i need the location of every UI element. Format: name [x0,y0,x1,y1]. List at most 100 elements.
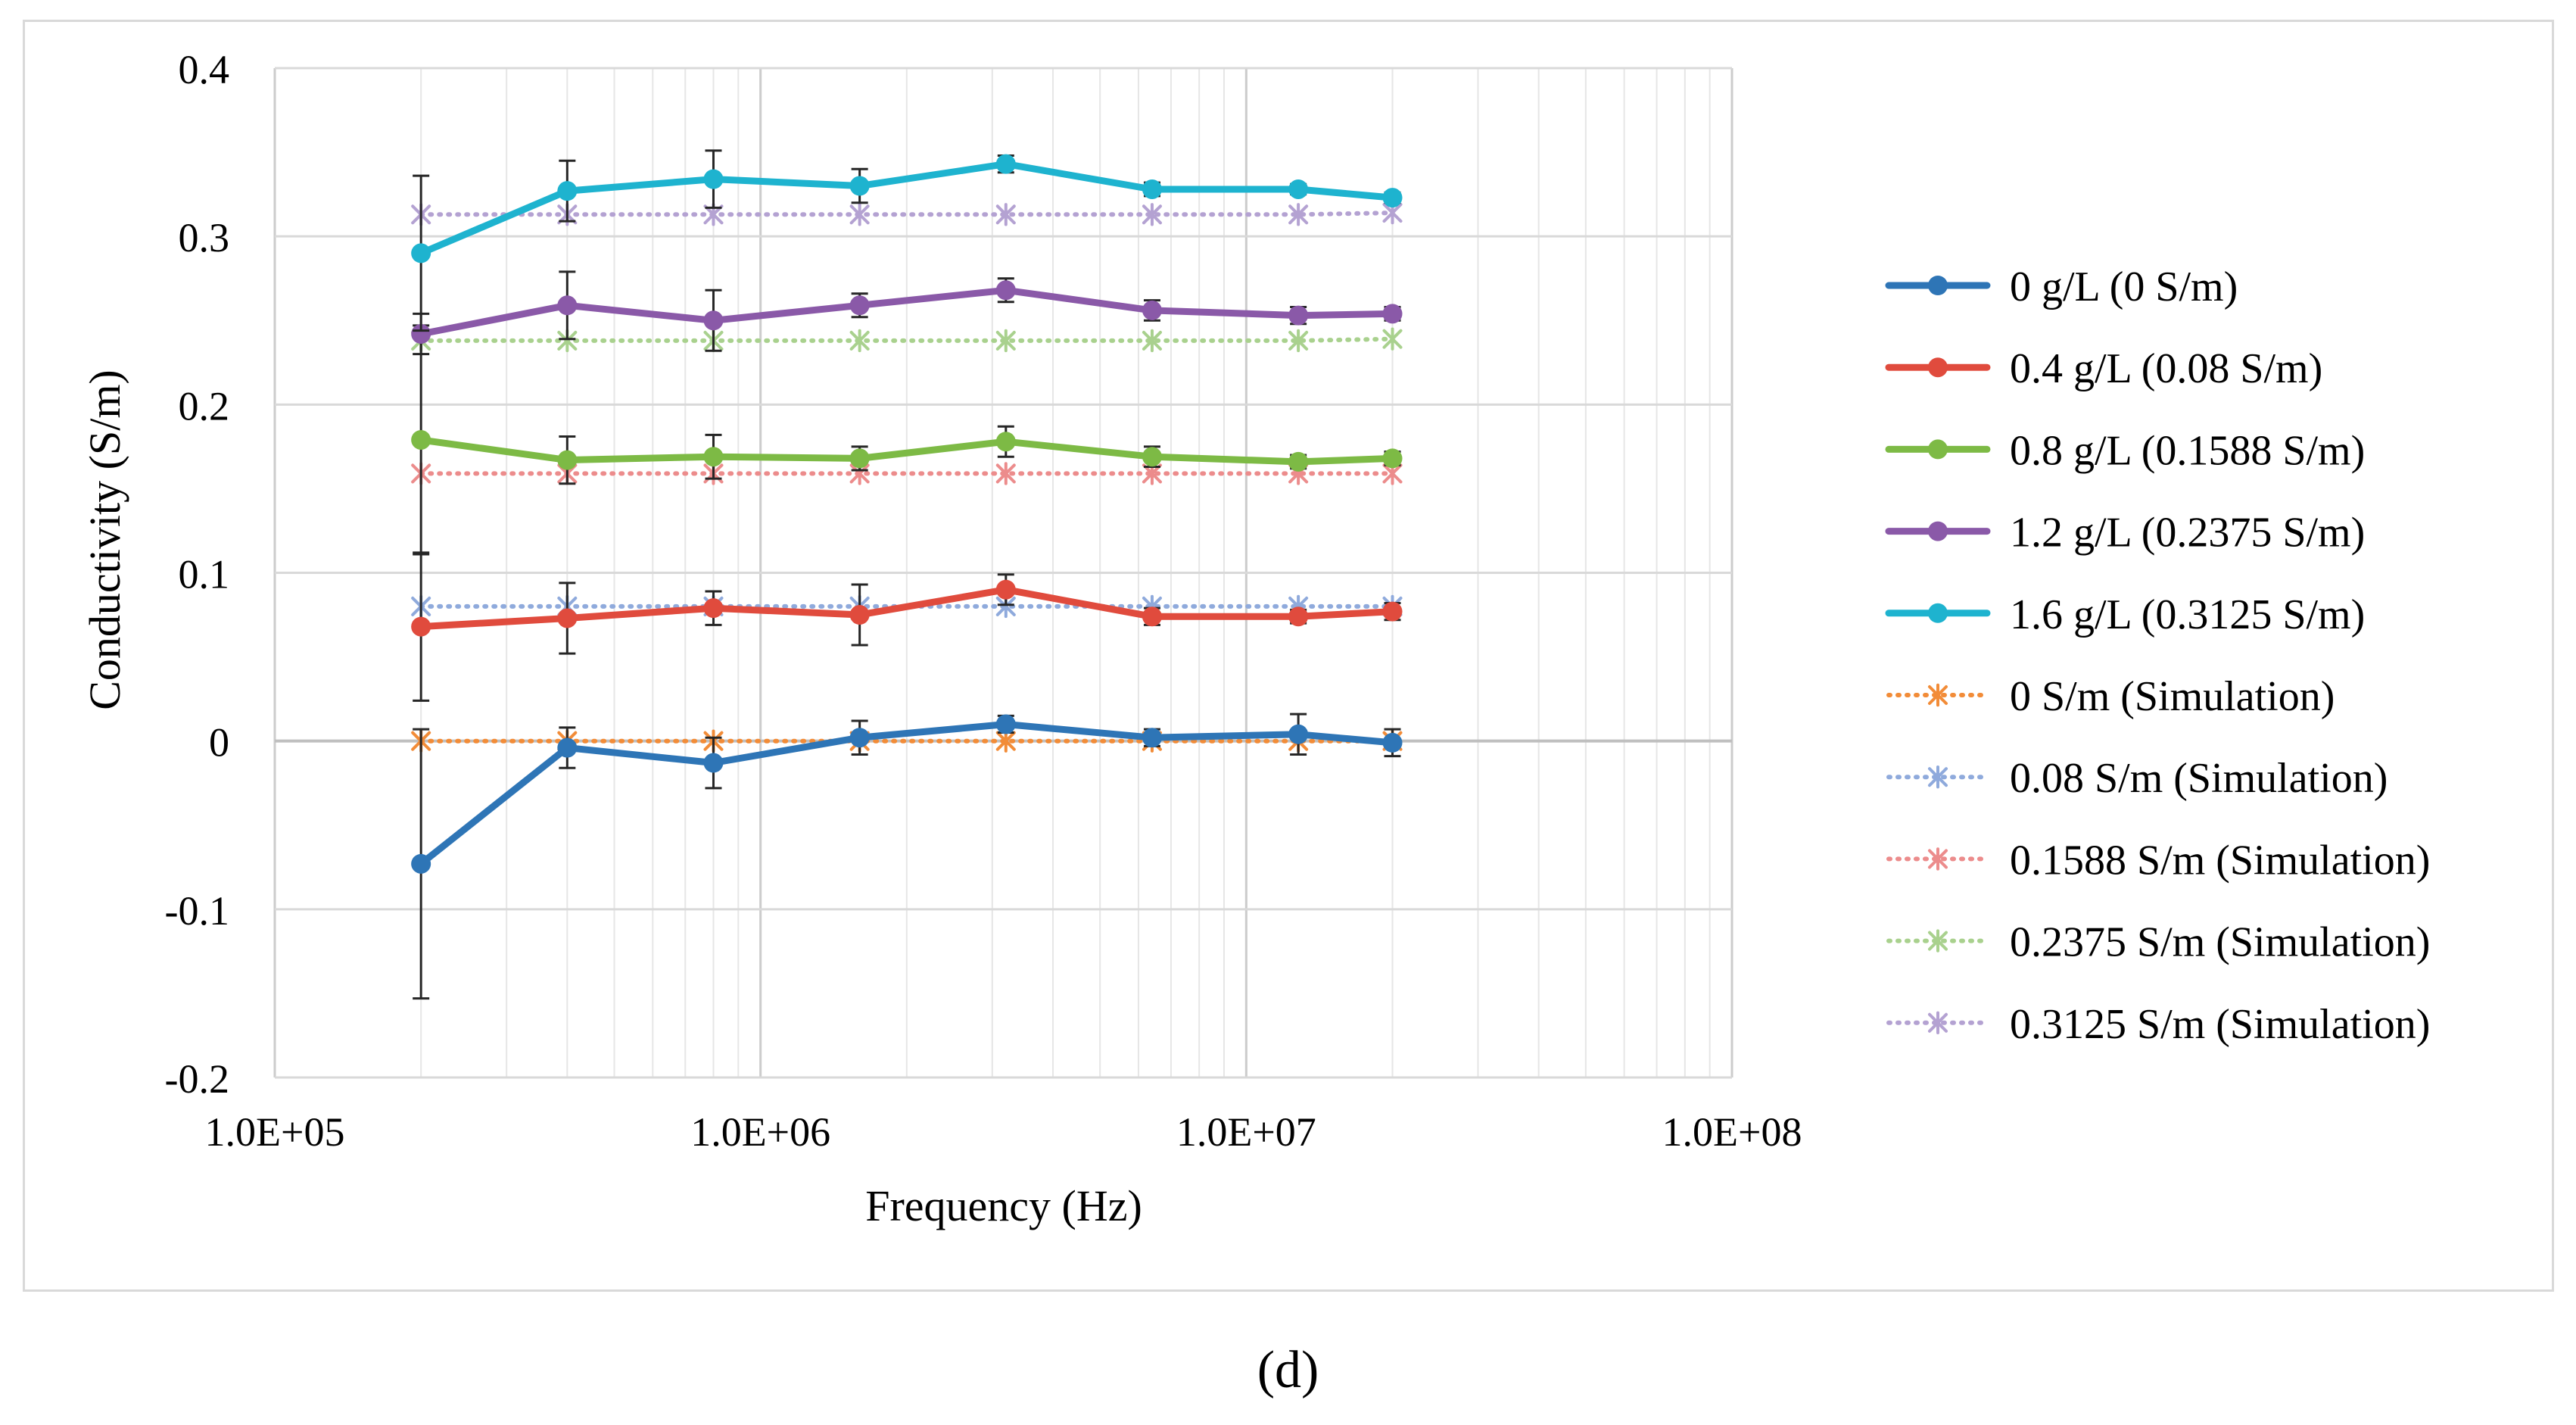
y-tick-label: 0.2 [179,383,230,429]
legend-label: 0.08 S/m (Simulation) [2010,755,2388,802]
legend-item: 0.1588 S/m (Simulation) [1886,837,2430,884]
y-tick-label: -0.2 [165,1056,229,1102]
data-point-marker [849,605,870,625]
data-point-marker [557,608,578,628]
legend-item: 0.3125 S/m (Simulation) [1886,1001,2430,1048]
data-point-marker [1928,929,1948,953]
data-point-marker [703,598,724,619]
data-point-marker [557,450,578,470]
series-line [417,286,1396,338]
data-point-marker [995,579,1016,600]
data-point-marker [1142,728,1162,748]
data-point-marker [1142,203,1162,226]
data-point-marker [1928,1011,1948,1034]
data-point-marker [703,169,724,189]
panel-label: (d) [1257,1341,1319,1399]
data-point-marker [1928,521,1948,541]
legend-label: 0.2375 S/m (Simulation) [2010,919,2430,966]
data-point-marker [1382,327,1403,351]
data-point-marker [995,329,1016,353]
legend-item: 0.8 g/L (0.1588 S/m) [1885,427,2365,474]
data-point-marker [1142,447,1162,467]
axes: Conductivity (S/m) Frequency (Hz) -0.2 -0… [80,47,1802,1230]
data-point-marker [995,280,1016,301]
data-point-marker [1928,603,1948,623]
legend-item: 0 S/m (Simulation) [1886,673,2335,720]
data-point-marker [703,447,724,467]
series-3 [411,270,1403,356]
x-tick-label: 1.0E+06 [690,1109,830,1155]
data-point-marker [1928,766,1948,789]
legend-item: 0 g/L (0 S/m) [1885,263,2238,310]
legend-item: 1.6 g/L (0.3125 S/m) [1885,591,2365,638]
data-point-marker [1382,601,1403,622]
data-point-marker [1928,276,1948,295]
data-point-marker [1288,724,1309,744]
data-point-marker [995,154,1016,174]
data-point-marker [849,203,870,226]
data-point-marker [849,295,870,316]
data-point-marker [995,203,1016,226]
data-point-marker [1288,203,1309,226]
legend-label: 0.1588 S/m (Simulation) [2010,837,2430,884]
y-tick-label: 0.1 [179,552,230,597]
series-2 [411,324,1403,556]
data-point-marker [703,310,724,331]
data-point-marker [1288,179,1309,199]
data-point-marker [1928,357,1948,378]
data-point-marker [411,429,431,450]
data-point-marker [1288,305,1309,326]
y-axis-title: Conductivity (S/m) [80,370,129,710]
data-point-marker [1142,329,1162,353]
data-point-marker [849,176,870,196]
data-point-marker [411,324,431,345]
data-point-marker [995,432,1016,452]
data-point-marker [1382,732,1403,753]
data-point-marker [1142,300,1162,320]
legend-label: 0 S/m (Simulation) [2010,673,2335,720]
series-8 [411,327,1403,353]
legend-item: 0.2375 S/m (Simulation) [1886,919,2430,966]
data-point-marker [557,181,578,201]
series-0 [411,712,1403,1000]
y-tick-label: -0.1 [165,888,229,934]
legend-label: 1.2 g/L (0.2375 S/m) [2010,510,2365,557]
data-point-marker [557,295,578,316]
x-tick-label: 1.0E+05 [205,1109,345,1155]
series-line [419,210,1395,217]
y-tick-label: 0.4 [179,47,230,92]
legend-item: 0.4 g/L (0.08 S/m) [1885,345,2322,392]
legend-label: 1.6 g/L (0.3125 S/m) [2010,591,2365,638]
series-line [419,336,1395,343]
data-point-marker [1288,329,1309,353]
y-tick-label: 0.3 [179,215,230,260]
data-point-marker [1382,304,1403,324]
grid-lines [273,67,1733,1079]
legend-label: 0.4 g/L (0.08 S/m) [2010,345,2322,392]
data-point-marker [1928,683,1948,707]
legend-label: 0.8 g/L (0.1588 S/m) [2010,427,2365,474]
data-point-marker [849,728,870,748]
series-line [417,161,1396,257]
series-4 [411,149,1403,332]
data-point-marker [1288,451,1309,472]
series [411,149,1403,1000]
data-point-marker [411,616,431,637]
legend-label: 0 g/L (0 S/m) [2010,263,2238,310]
data-point-marker [849,448,870,469]
x-tick-label: 1.0E+07 [1176,1109,1316,1155]
chart-frame [23,20,2554,1292]
data-point-marker [703,753,724,773]
data-point-marker [1382,448,1403,469]
series-line [417,586,1396,631]
legend: 0 g/L (0 S/m) 0.4 g/L (0.08 S/m) 0.8 g/L (… [1885,263,2430,1048]
data-point-marker [995,714,1016,734]
legend-item: 1.2 g/L (0.2375 S/m) [1885,510,2365,557]
y-tick-label: 0 [209,720,229,766]
data-point-marker [411,243,431,263]
legend-item: 0.08 S/m (Simulation) [1886,755,2388,802]
x-tick-label: 1.0E+08 [1662,1109,1802,1155]
data-point-marker [557,737,578,758]
data-point-marker [1928,439,1948,460]
